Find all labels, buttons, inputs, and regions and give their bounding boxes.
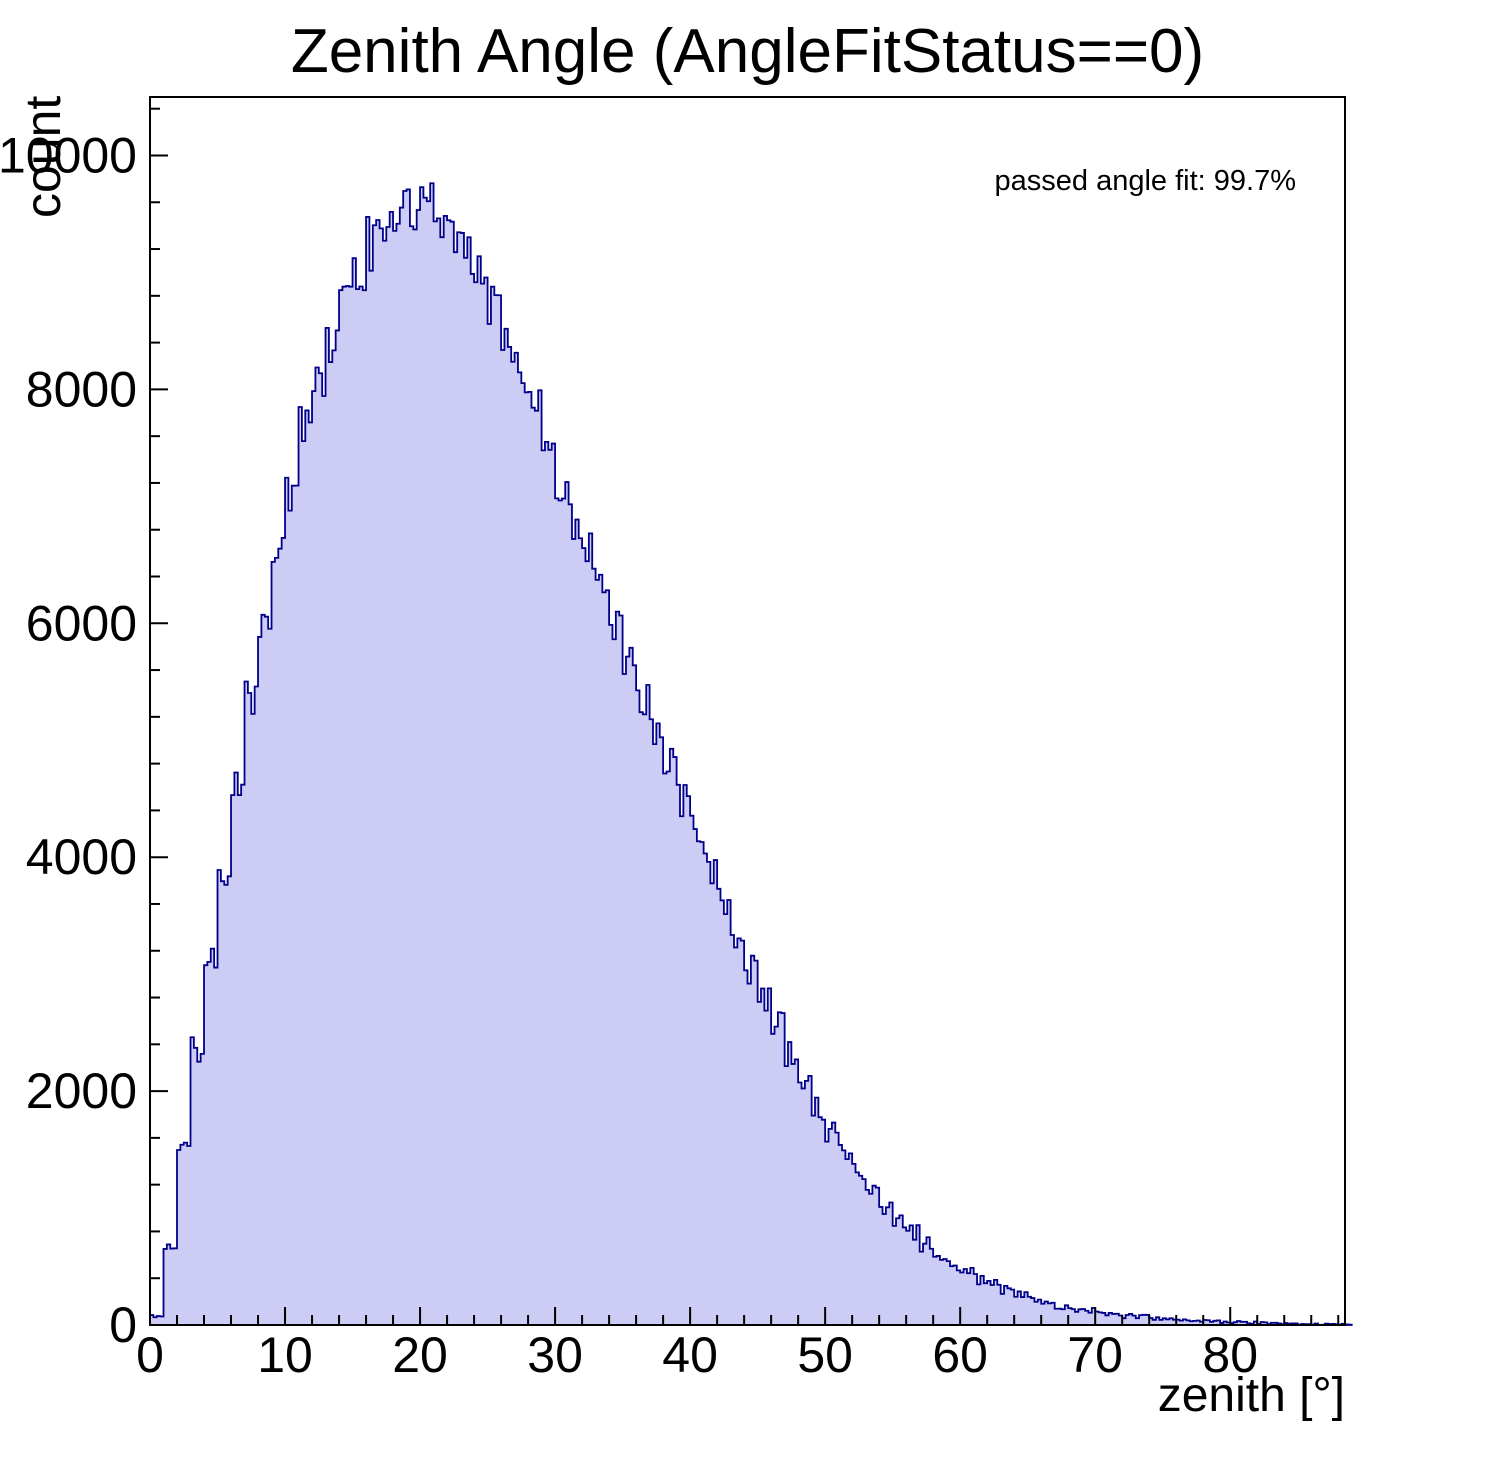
histogram-series	[149, 182, 1353, 1326]
y-tick-label: 0	[109, 1297, 137, 1353]
x-tick-label: 70	[1067, 1327, 1123, 1383]
x-tick-label: 30	[527, 1327, 583, 1383]
y-tick-label: 8000	[26, 361, 137, 417]
x-tick-label: 50	[797, 1327, 853, 1383]
x-tick-label: 80	[1202, 1327, 1258, 1383]
x-tick-label: 60	[932, 1327, 988, 1383]
y-tick-label: 4000	[26, 829, 137, 885]
x-axis-label: zenith [°]	[1157, 1369, 1345, 1422]
y-tick-label: 10000	[0, 127, 137, 183]
chart-title: Zenith Angle (AngleFitStatus==0)	[290, 17, 1205, 86]
x-tick-label: 40	[662, 1327, 718, 1383]
y-tick-label: 2000	[26, 1063, 137, 1119]
x-tick-label: 10	[257, 1327, 313, 1383]
x-tick-label: 20	[392, 1327, 448, 1383]
y-tick-label: 6000	[26, 595, 137, 651]
annotation-passed-angle-fit: passed angle fit: 99.7%	[994, 165, 1296, 197]
plot-frame	[149, 96, 1346, 1326]
x-tick-label: 0	[136, 1327, 164, 1383]
